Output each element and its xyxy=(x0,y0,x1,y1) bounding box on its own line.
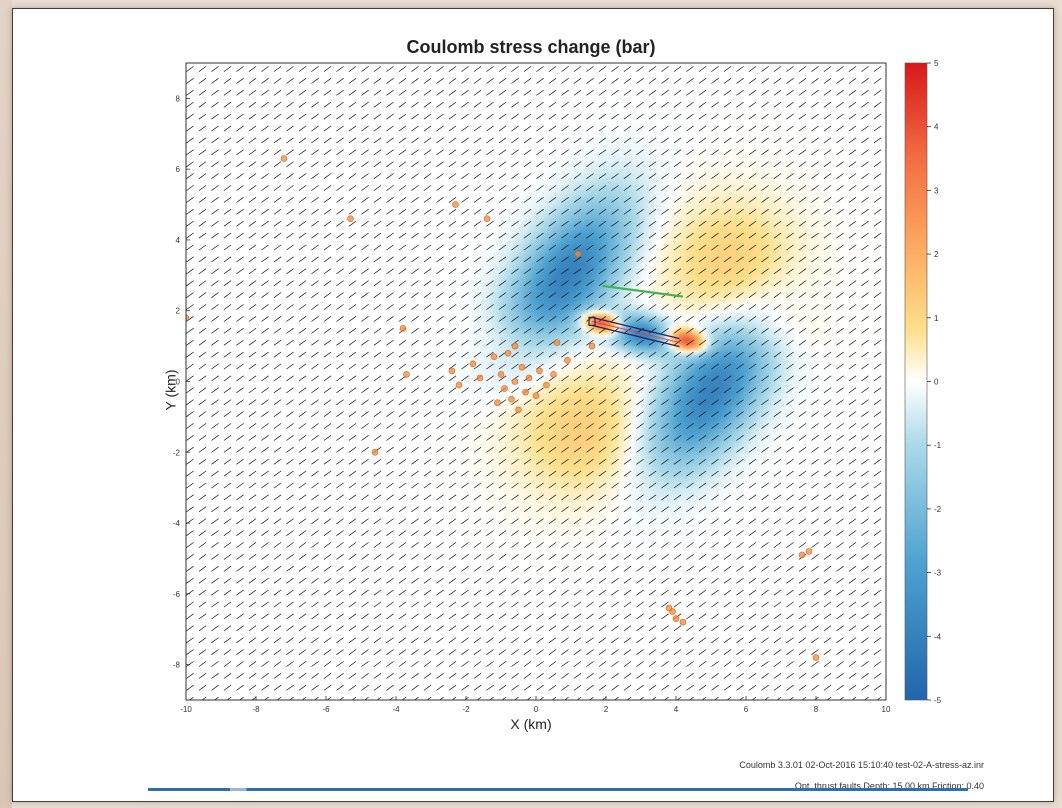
aftershock-point xyxy=(347,215,354,223)
stress-field xyxy=(186,63,886,700)
aftershocks xyxy=(186,155,820,661)
receiver-fault-line xyxy=(602,284,684,298)
aftershock-point xyxy=(515,406,522,414)
colorbar xyxy=(904,62,928,701)
aftershock-point xyxy=(672,615,680,622)
x-axis-label: X (km) xyxy=(510,716,552,732)
x-tick-label: -2 xyxy=(462,705,470,714)
colorbar-tick-label: 2 xyxy=(934,250,939,259)
strike-tick-field xyxy=(186,66,882,700)
y-tick-label: 0 xyxy=(176,378,181,387)
y-tick-label: -4 xyxy=(173,519,181,528)
aftershock-point xyxy=(522,388,529,396)
aftershock-point xyxy=(490,353,498,361)
footer-info-line: Coulomb 3.3.01 02-Oct-2016 15:10:40 test… xyxy=(739,760,984,770)
x-tick-label: 2 xyxy=(604,705,609,714)
x-tick-label: -4 xyxy=(392,705,400,714)
source-fault-bottom xyxy=(591,324,680,348)
aftershock-point xyxy=(455,381,463,389)
x-axis-ticks: -10 -8 -6 -4 -2 0 2 4 6 8 10 xyxy=(180,696,891,714)
strike-ticks xyxy=(186,66,882,700)
aftershock-point xyxy=(588,342,596,350)
aftershock-point xyxy=(511,378,519,385)
aftershock-point xyxy=(805,548,813,555)
aftershock-point xyxy=(798,551,806,559)
source-fault-end xyxy=(588,316,596,326)
x-tick-label: -6 xyxy=(322,705,330,714)
colorbar-tick-label: -2 xyxy=(934,505,942,514)
aftershock-point xyxy=(469,360,477,368)
y-tick-label: 6 xyxy=(176,165,181,174)
colorbar-tick-label: 5 xyxy=(934,59,939,68)
colorbar-tick-label: 4 xyxy=(934,123,939,132)
chart-title: Coulomb stress change (bar) xyxy=(406,37,656,57)
x-tick-label: 10 xyxy=(882,705,891,714)
colorbar-tick-label: 0 xyxy=(934,378,939,387)
aftershock-point xyxy=(525,374,533,382)
aftershock-point xyxy=(550,371,557,378)
y-tick-label: 8 xyxy=(176,94,181,103)
stress-field-image xyxy=(186,63,886,700)
aftershock-point xyxy=(483,215,491,223)
aftershock-point xyxy=(403,371,410,378)
aftershock-point xyxy=(536,367,543,375)
y-tick-label: -8 xyxy=(173,661,181,670)
y-tick-label: -6 xyxy=(173,590,181,599)
y-tick-label: 4 xyxy=(176,236,181,245)
aftershock-point xyxy=(812,654,820,661)
aftershock-point xyxy=(518,364,526,371)
aftershock-point xyxy=(511,342,519,350)
x-tick-label: 0 xyxy=(534,705,539,714)
aftershock-point xyxy=(508,395,515,403)
aftershock-point xyxy=(476,374,484,382)
aftershock-point xyxy=(665,604,673,612)
x-tick-label: -10 xyxy=(180,705,192,714)
aftershock-point xyxy=(494,399,501,407)
y-tick-label: 2 xyxy=(176,307,181,316)
colorbar-tick-label: -3 xyxy=(934,569,942,578)
source-fault-top xyxy=(591,316,680,340)
aftershock-point xyxy=(574,250,582,258)
aftershock-point xyxy=(543,381,550,389)
colorbar-tick-label: 3 xyxy=(934,186,939,195)
y-axis-label: Y (km) xyxy=(162,369,179,411)
aftershock-point xyxy=(501,385,508,392)
aftershock-point xyxy=(679,618,687,626)
colorbar-ticks: 5 4 3 2 1 0 -1 -2 -3 -4 -5 xyxy=(927,59,942,705)
aftershock-point xyxy=(497,371,505,378)
page-background xyxy=(0,0,12,808)
aftershock-point xyxy=(452,201,459,208)
colorbar-tick-label: -4 xyxy=(934,632,942,641)
aftershock-point xyxy=(280,155,288,162)
x-tick-label: -8 xyxy=(252,705,260,714)
aftershock-point xyxy=(186,314,190,322)
footer-params-line: Opt. thrust faults Depth: 15.00 km Frict… xyxy=(794,781,984,791)
aftershock-point xyxy=(448,367,456,375)
aftershock-point xyxy=(553,339,561,346)
x-tick-label: 6 xyxy=(744,705,749,714)
footer-rule xyxy=(148,788,968,791)
aftershock-point xyxy=(399,325,407,332)
aftershock-point xyxy=(371,448,379,456)
source-fault-trace xyxy=(591,320,680,344)
y-tick-label: -2 xyxy=(173,448,181,457)
faults xyxy=(588,284,684,348)
colorbar-tick-label: -1 xyxy=(934,441,942,450)
aftershock-point xyxy=(532,392,540,399)
colorbar-tick-label: -5 xyxy=(934,696,942,705)
x-tick-label: 4 xyxy=(674,705,679,714)
x-tick-label: 8 xyxy=(814,705,819,714)
y-axis-ticks: 8 6 4 2 0 -2 -4 -6 -8 xyxy=(173,94,190,670)
aftershock-point xyxy=(504,349,512,357)
aftershock-point xyxy=(564,356,571,364)
colorbar-tick-label: 1 xyxy=(934,314,939,323)
